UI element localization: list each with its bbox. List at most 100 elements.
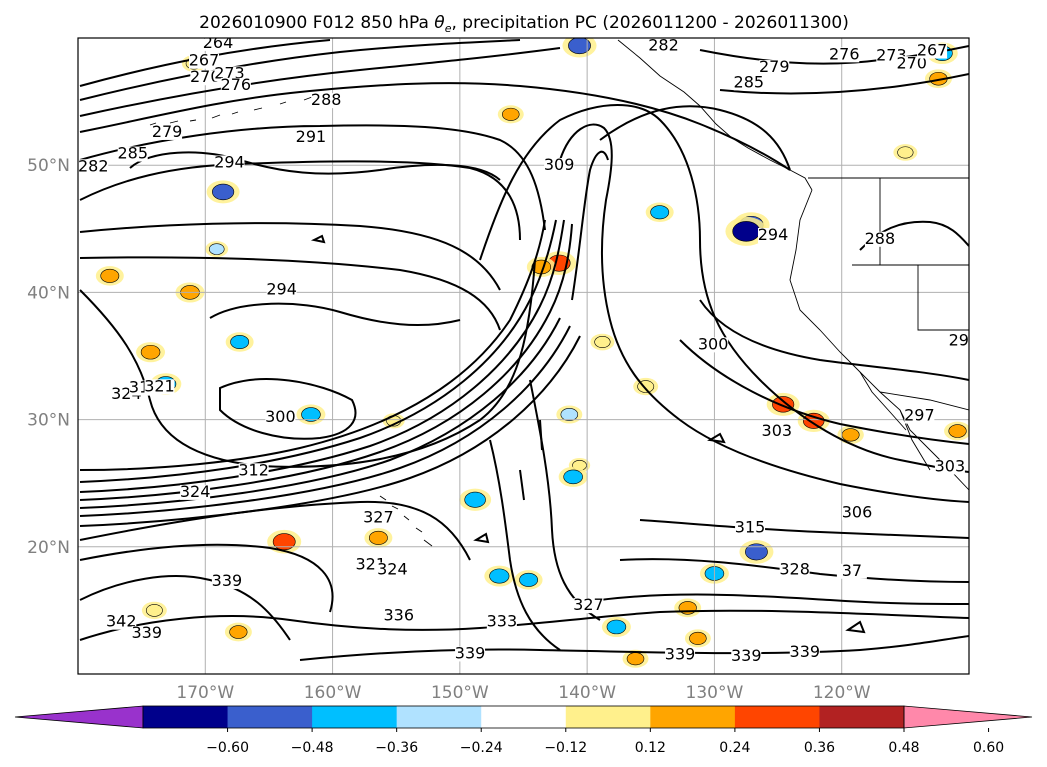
contour-label: 300 [698, 334, 729, 353]
contour-label-bg [934, 459, 965, 475]
contour-label-bg [761, 423, 792, 439]
precip-patch [897, 146, 914, 159]
precip-patch [100, 268, 120, 283]
lon-label: 170°W [176, 683, 234, 703]
contour-label-bg [383, 608, 414, 624]
contour-label: 279 [759, 57, 790, 76]
precip-patch [606, 619, 627, 635]
contour-label: 327 [363, 507, 394, 526]
contour-label-bg [757, 227, 788, 243]
contour-line [79, 609, 969, 641]
contour-label: 37 [842, 561, 862, 580]
precip-patch [626, 652, 645, 666]
contour-label: 29 [949, 331, 969, 350]
precip-patch [560, 408, 579, 422]
precip-patch [489, 568, 510, 584]
contour-line [209, 302, 461, 327]
colorbar-segment [565, 706, 651, 728]
colorbar-tick-label: 0.12 [635, 740, 666, 756]
contour-line [79, 543, 334, 613]
lat-label: 50°N [27, 156, 70, 176]
contour-line [79, 500, 471, 561]
contour-line [79, 47, 561, 117]
lat-label: 20°N [27, 538, 70, 558]
contour-label-bg [189, 53, 220, 69]
precip-patch [145, 604, 163, 617]
contour-label: 339 [790, 642, 821, 661]
contour-line [679, 339, 969, 445]
colorbar-tick-label: −0.24 [460, 740, 503, 756]
contour-label: 276 [221, 75, 252, 94]
colorbar-segment [819, 706, 905, 728]
contour-label-bg [117, 146, 148, 162]
north-america-coast [789, 189, 969, 491]
colorbar-extend-low [14, 705, 144, 729]
contour-label-bg [665, 647, 696, 663]
lat-label: 30°N [27, 411, 70, 431]
contour-label: 264 [203, 33, 234, 52]
state-borders [852, 178, 969, 331]
contour-label: 336 [383, 605, 414, 624]
colorbar-segment [734, 706, 820, 728]
contour-label: 279 [152, 122, 183, 141]
contour-label: 303 [935, 456, 966, 475]
colorbar: −0.60 −0.48 −0.36 −0.24 −0.12 0.12 0.24 0.36 0.4… [14, 705, 1033, 756]
precip-patch [272, 533, 296, 551]
contour-label-bg [144, 379, 175, 395]
precip-patch [594, 335, 611, 349]
contour-line [79, 575, 291, 641]
contour-label: 312 [238, 460, 269, 479]
contour-label: 288 [865, 229, 896, 248]
coastlines [149, 39, 969, 547]
contour-label-bg [455, 646, 486, 662]
contour-label-bg [311, 93, 342, 109]
precipitation-shading [95, 38, 969, 668]
contour-line [719, 73, 969, 95]
chart-title: 2026010900 F012 850 hPa θe, precipitatio… [199, 13, 849, 35]
contour-line [639, 519, 969, 539]
contour-line [310, 234, 866, 634]
contour-label: 328 [779, 560, 810, 579]
contour-label: 339 [731, 646, 762, 665]
contour-label: 267 [917, 41, 948, 60]
contour-label: 339 [131, 623, 162, 642]
contour-line [79, 256, 501, 331]
colorbar-tick-label: 0.36 [804, 740, 835, 756]
contour-label: 276 [829, 44, 860, 63]
contour-line [79, 335, 581, 527]
contour-label: 267 [189, 51, 220, 70]
precip-patch [301, 407, 321, 422]
map-background [78, 38, 969, 674]
contour-label-bg [648, 38, 679, 54]
lat-label: 40°N [27, 283, 70, 303]
contour-label: 306 [842, 502, 873, 521]
colorbar-tick-label: −0.48 [291, 740, 334, 756]
contour-label-bg [573, 598, 604, 614]
contour-label: 282 [648, 35, 679, 54]
hawaii-islands [379, 495, 433, 547]
contour-label: 327 [573, 595, 604, 614]
lon-label: 130°W [686, 683, 744, 703]
contour-label-bg [779, 562, 810, 578]
contour-label: 294 [758, 225, 789, 244]
contour-line [619, 558, 969, 583]
axis-labels: 170°W 160°W 150°W 140°W 130°W 120°W 20°N 30°N 40… [27, 156, 871, 703]
contour-line [79, 219, 546, 471]
contour-label-bg [731, 649, 762, 665]
colorbar-segment [650, 706, 736, 728]
contour-line [79, 82, 791, 171]
contour-line [129, 151, 501, 181]
contour-label-bg [377, 562, 408, 578]
contour-label-bg [759, 60, 790, 76]
contour-line [79, 222, 501, 291]
contour-label: 333 [487, 612, 518, 631]
colorbar-segment [396, 706, 482, 728]
contour-label-bg [864, 231, 895, 247]
contour-label: 288 [311, 90, 342, 109]
contour-label-bg [214, 66, 245, 82]
contour-line [599, 593, 969, 605]
precip-patch [563, 469, 583, 485]
contour-label-bg [698, 337, 729, 353]
aleutian-islands [149, 96, 313, 126]
